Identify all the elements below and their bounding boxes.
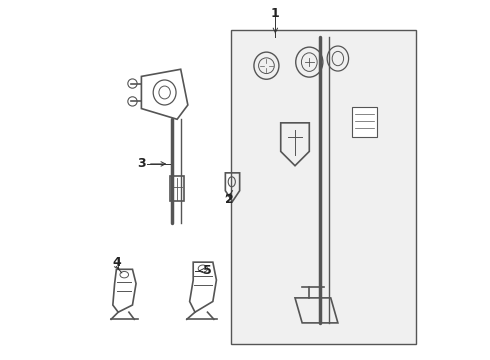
Text: 3: 3 (137, 157, 146, 170)
Bar (170, 176, 184, 202)
Text: 5: 5 (203, 264, 212, 277)
Text: 1: 1 (271, 7, 280, 20)
Polygon shape (352, 107, 377, 137)
Bar (231, 30, 416, 344)
Text: 2: 2 (224, 193, 233, 206)
Text: 4: 4 (112, 256, 121, 269)
